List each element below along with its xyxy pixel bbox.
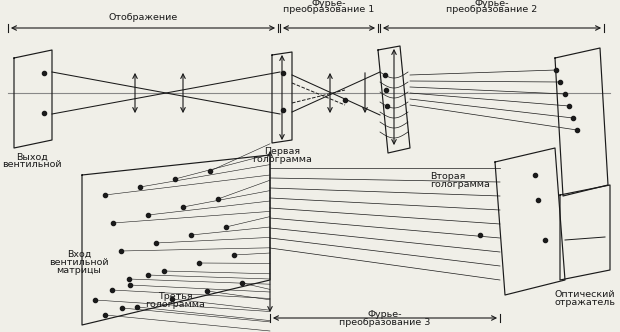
Text: Фурье-: Фурье- — [475, 0, 509, 8]
Text: преобразование 2: преобразование 2 — [446, 5, 538, 14]
Text: Первая: Первая — [264, 147, 300, 156]
Text: Выход: Выход — [16, 153, 48, 162]
Text: Третья: Третья — [157, 292, 192, 301]
Text: отражатель: отражатель — [554, 298, 616, 307]
Text: Отображение: Отображение — [108, 13, 177, 22]
Text: Фурье-: Фурье- — [312, 0, 346, 8]
Text: Вход: Вход — [67, 250, 91, 259]
Text: преобразование 3: преобразование 3 — [339, 318, 431, 327]
Text: вентильной: вентильной — [2, 160, 62, 169]
Text: голограмма: голограмма — [430, 180, 490, 189]
Text: Оптический: Оптический — [555, 290, 615, 299]
Text: Вторая: Вторая — [430, 172, 466, 181]
Text: голограмма: голограмма — [252, 155, 312, 164]
Text: преобразование 1: преобразование 1 — [283, 5, 374, 14]
Text: голограмма: голограмма — [145, 300, 205, 309]
Text: вентильной: вентильной — [49, 258, 109, 267]
Text: Фурье-: Фурье- — [368, 310, 402, 319]
Text: матрицы: матрицы — [56, 266, 102, 275]
